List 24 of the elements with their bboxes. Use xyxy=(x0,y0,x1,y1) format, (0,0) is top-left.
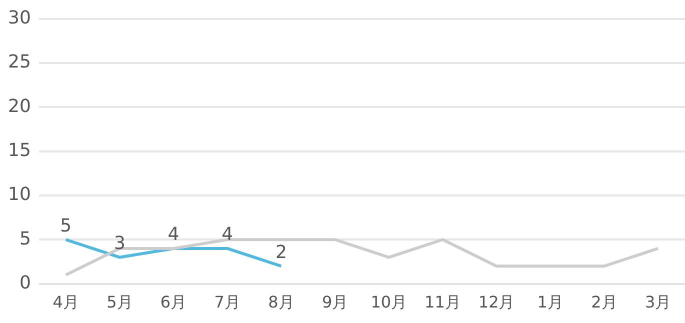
x-tick-label: 11月 xyxy=(424,292,461,312)
y-tick-label: 20 xyxy=(8,96,31,117)
data-label: 4 xyxy=(222,224,234,246)
x-tick-label: 10月 xyxy=(370,292,408,312)
x-tick-label: 5月 xyxy=(106,292,133,312)
x-tick-label: 4月 xyxy=(52,292,79,312)
data-label: 5 xyxy=(60,215,72,236)
y-tick-label: 5 xyxy=(19,228,31,250)
x-tick-label: 7月 xyxy=(214,292,240,312)
y-tick-label: 10 xyxy=(8,184,31,206)
x-tick-label: 8月 xyxy=(268,292,294,312)
x-tick-label: 12月 xyxy=(478,292,515,312)
x-tick-label: 9月 xyxy=(322,292,348,312)
data-label: 3 xyxy=(114,232,126,254)
y-tick-label: 15 xyxy=(8,140,31,161)
x-tick-label: 1月 xyxy=(537,292,564,312)
data-label: 2 xyxy=(275,242,287,263)
x-tick-label: 2月 xyxy=(591,292,618,312)
y-tick-label: 25 xyxy=(8,52,31,73)
x-tick-label: 3月 xyxy=(644,292,672,312)
y-tick-label: 30 xyxy=(8,7,31,28)
data-label: 4 xyxy=(168,224,180,246)
y-tick-label: 0 xyxy=(19,272,31,294)
x-tick-label: 6月 xyxy=(160,292,187,312)
